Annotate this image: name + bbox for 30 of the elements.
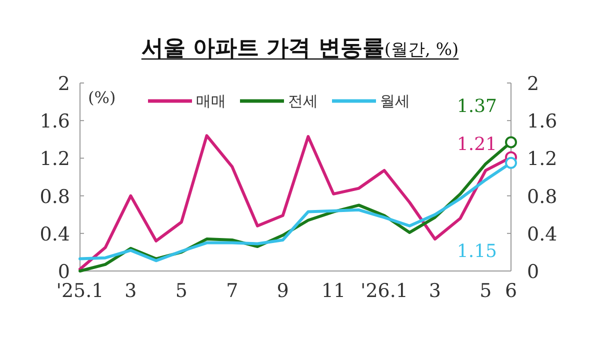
legend-label: 전세 xyxy=(288,92,318,110)
legend-label: 월세 xyxy=(380,92,410,110)
y2-tick-label: 2 xyxy=(527,73,540,95)
y2-tick-label: 0.8 xyxy=(527,186,558,208)
y-tick-label: 0.8 xyxy=(40,186,70,208)
x-tick-label: 9 xyxy=(276,280,289,302)
y2-tick-label: 1.2 xyxy=(527,148,558,170)
x-tick-label: '26.1 xyxy=(360,280,408,302)
x-tick-label: 7 xyxy=(226,280,238,302)
x-tick-label: 3 xyxy=(124,280,137,302)
chart-title: 서울 아파트 가격 변동률(월간, %) xyxy=(141,35,459,61)
x-tick-label: '25.1 xyxy=(56,280,104,302)
y-tick-label: 0 xyxy=(58,261,70,283)
x-tick-label: 3 xyxy=(428,280,441,302)
annotation: 1.37 xyxy=(456,96,497,117)
x-tick-label: 5 xyxy=(480,280,492,302)
x-tick-label: 5 xyxy=(175,280,188,302)
y2-tick-label: 0.4 xyxy=(527,223,558,246)
annotation: 1.21 xyxy=(456,134,497,155)
y-tick-label: 1.2 xyxy=(40,148,70,170)
y-axis-title: (%) xyxy=(88,88,116,107)
x-tick-label: 11 xyxy=(321,280,346,302)
y-tick-label: 0.4 xyxy=(40,223,70,246)
y2-tick-label: 1.6 xyxy=(527,110,558,133)
x-tick-label: 6 xyxy=(504,280,518,302)
y-tick-label: 1.6 xyxy=(40,110,70,133)
annotation: 1.15 xyxy=(456,241,497,262)
legend-label: 매매 xyxy=(196,92,226,110)
y-tick-label: 2 xyxy=(58,73,70,95)
y2-tick-label: 0 xyxy=(527,261,540,283)
